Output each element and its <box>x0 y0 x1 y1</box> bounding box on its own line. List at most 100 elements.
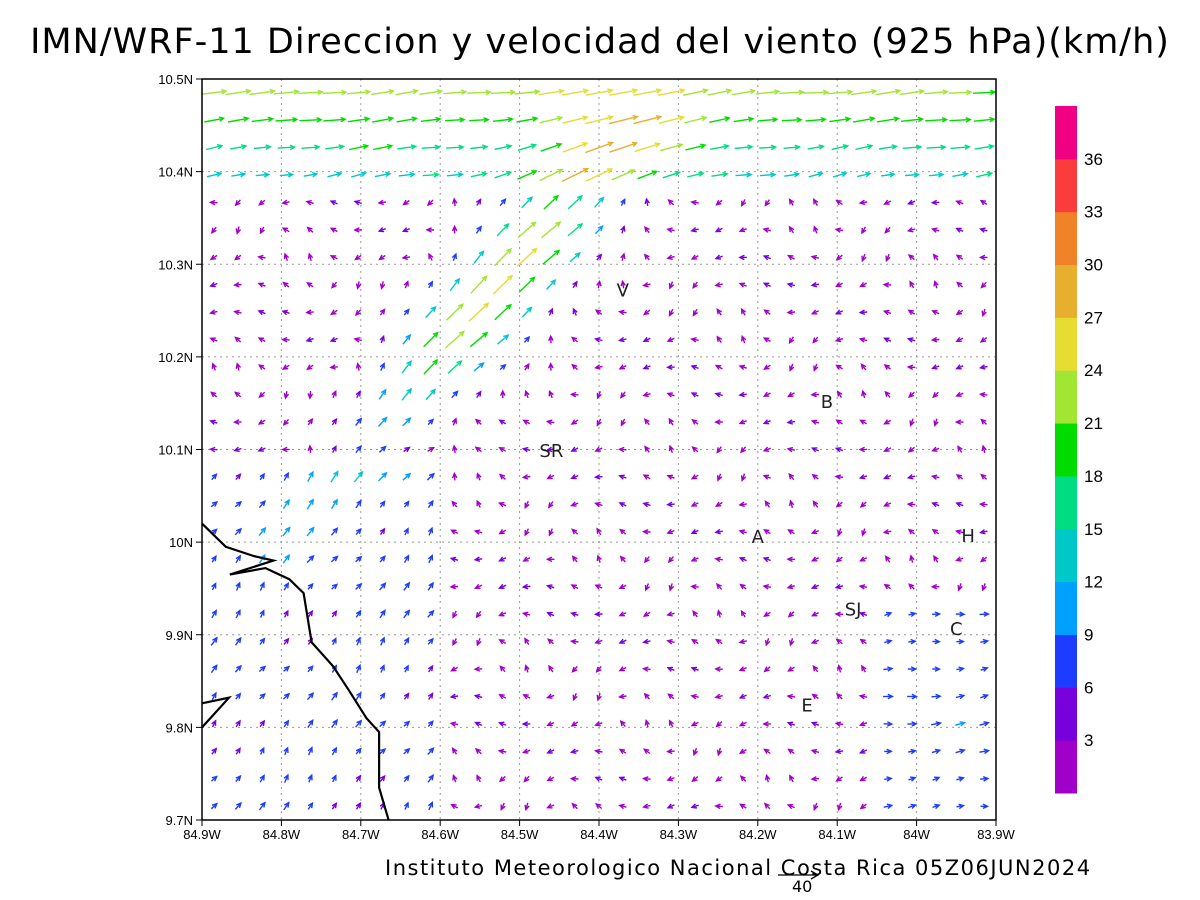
wind-arrow <box>642 501 651 508</box>
wind-arrow <box>403 801 409 810</box>
wind-arrow <box>379 664 385 673</box>
wind-arrow <box>955 200 964 206</box>
colorbar-label: 36 <box>1084 150 1103 169</box>
wind-arrow <box>810 611 820 617</box>
wind-arrow <box>235 747 241 755</box>
wind-arrow <box>637 170 659 180</box>
wind-arrow <box>355 281 362 290</box>
wind-arrow <box>952 171 969 178</box>
wind-arrow <box>498 447 507 453</box>
wind-arrow <box>666 775 675 782</box>
wind-arrow <box>516 116 539 123</box>
wind-arrow <box>427 692 434 700</box>
wind-arrow <box>569 776 579 782</box>
wind-arrow <box>545 279 557 290</box>
wind-arrow <box>666 528 675 535</box>
wind-arrow <box>235 608 241 619</box>
wind-arrow <box>427 637 434 645</box>
wind-arrow <box>427 446 435 453</box>
wind-arrow <box>403 692 410 700</box>
wind-arrow <box>690 474 699 480</box>
wind-arrow <box>378 388 387 400</box>
wind-arrow <box>620 279 626 289</box>
wind-arrow <box>657 88 686 96</box>
wind-arrow <box>955 364 964 370</box>
wind-arrow <box>738 282 747 288</box>
wind-arrow <box>692 281 698 290</box>
wind-arrow <box>861 389 867 399</box>
wind-arrow <box>596 391 602 400</box>
wind-arrow <box>570 474 579 480</box>
wind-arrow <box>235 226 242 235</box>
wind-arrow <box>211 609 218 619</box>
wind-arrow <box>307 665 314 673</box>
wind-arrow <box>642 336 651 343</box>
colorbar-label: 27 <box>1084 308 1103 327</box>
wind-arrow <box>884 611 893 618</box>
coastline-path <box>201 695 233 729</box>
wind-arrow <box>740 446 747 454</box>
wind-arrow <box>786 254 795 261</box>
wind-arrow <box>763 364 771 370</box>
wind-arrow <box>980 694 990 700</box>
wind-arrow <box>473 556 483 562</box>
wind-arrow <box>715 638 723 645</box>
wind-arrow <box>709 116 731 123</box>
wind-arrow <box>908 583 915 590</box>
wind-arrow <box>980 418 988 425</box>
wind-arrow <box>834 721 844 727</box>
wind-arrow <box>979 721 990 727</box>
wind-arrow <box>618 364 627 370</box>
wind-arrow <box>811 473 819 480</box>
wind-arrow <box>861 226 867 235</box>
wind-arrow <box>972 89 997 96</box>
wind-arrow <box>445 330 465 349</box>
wind-arrow <box>907 309 916 315</box>
wind-arrow <box>403 446 411 453</box>
wind-arrow <box>861 253 867 263</box>
map-title: IMN/WRF-11 Direccion y velocidad del vie… <box>30 22 1170 62</box>
wind-arrow <box>973 116 996 123</box>
y-tick-label: 10.3N <box>158 257 193 272</box>
y-tick-label: 9.7N <box>166 813 193 828</box>
wind-arrow <box>714 364 723 371</box>
wind-arrow <box>764 500 771 508</box>
wind-arrow <box>562 115 589 124</box>
wind-arrow <box>883 364 892 370</box>
wind-arrow <box>764 199 771 207</box>
wind-arrow <box>738 721 747 727</box>
wind-arrow <box>783 144 802 151</box>
y-tick-label: 9.8N <box>166 720 193 735</box>
wind-arrow <box>835 419 843 425</box>
wind-arrow <box>425 305 437 319</box>
wind-arrow <box>323 116 347 123</box>
wind-arrow <box>499 389 506 399</box>
wind-arrow <box>979 611 991 617</box>
wind-arrow <box>810 309 819 315</box>
wind-arrow <box>666 474 675 480</box>
wind-arrow <box>496 222 510 237</box>
wind-arrow <box>834 447 844 453</box>
wind-arrow <box>690 254 699 260</box>
wind-arrow <box>763 529 771 535</box>
wind-arrow <box>354 309 362 317</box>
wind-arrow <box>690 556 699 562</box>
wind-arrow <box>476 499 482 508</box>
wind-arrow <box>355 719 363 728</box>
wind-arrow <box>784 171 801 178</box>
wind-arrow <box>306 526 315 537</box>
wind-arrow <box>355 390 361 399</box>
wind-arrow <box>548 334 554 344</box>
wind-arrow <box>451 197 458 207</box>
wind-arrow <box>738 638 747 645</box>
wind-arrow <box>234 391 242 398</box>
wind-arrow <box>548 307 554 316</box>
wind-arrow <box>259 581 265 591</box>
wind-arrow <box>981 583 987 592</box>
wind-arrow <box>786 803 795 810</box>
wind-arrow <box>377 416 388 427</box>
wind-arrow <box>594 638 603 644</box>
wind-arrow <box>331 417 338 426</box>
wind-arrow <box>788 499 795 508</box>
wind-arrow <box>421 144 442 151</box>
